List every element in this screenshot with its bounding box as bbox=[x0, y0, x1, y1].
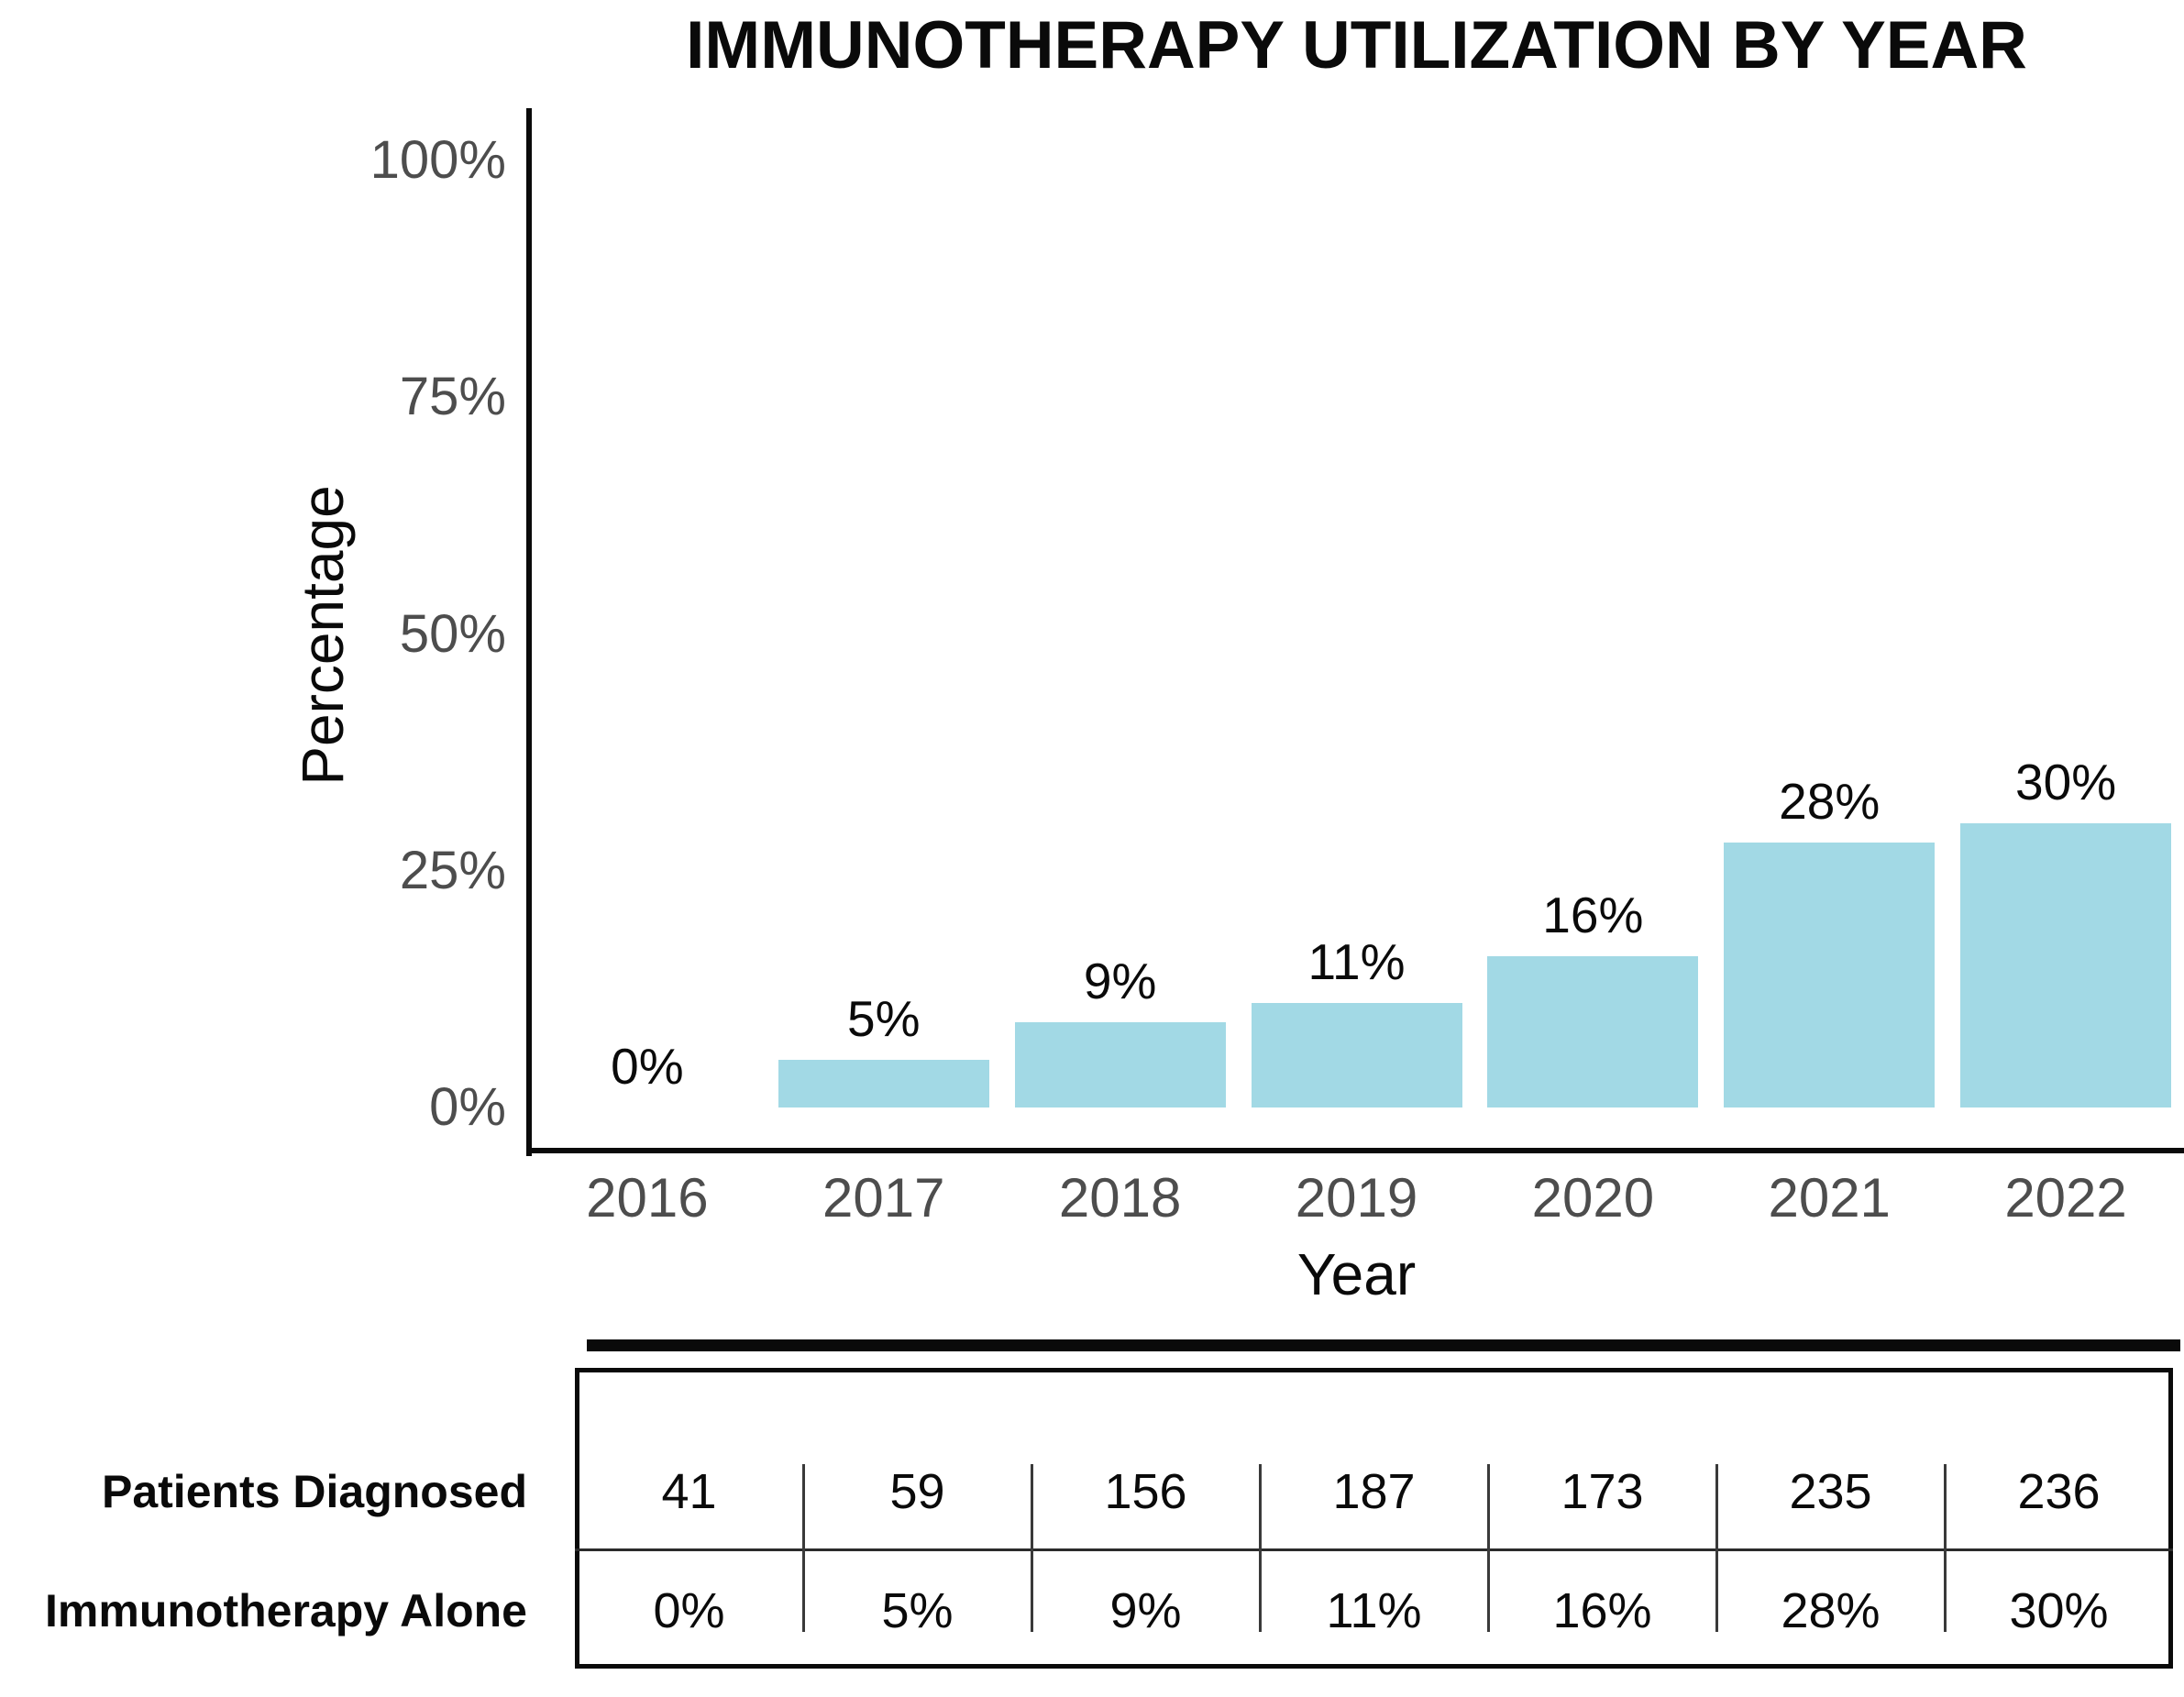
table-cell-r2-c3: 9% bbox=[1109, 1583, 1182, 1638]
table-cell-r1-c6: 235 bbox=[1789, 1464, 1872, 1519]
table-column-divider bbox=[1486, 1464, 1490, 1632]
chart-title: IMMUNOTHERAPY UTILIZATION BY YEAR bbox=[686, 8, 2027, 83]
table-cell-r1-c2: 59 bbox=[889, 1464, 945, 1519]
bar-2020 bbox=[1487, 955, 1699, 1107]
table-cell-r1-c7: 236 bbox=[2017, 1464, 2101, 1519]
table-top-rule bbox=[587, 1339, 2180, 1351]
bar-value-label-2022: 30% bbox=[2015, 754, 2117, 811]
table-cell-r2-c4: 11% bbox=[1326, 1583, 1422, 1638]
bar-value-label-2016: 0% bbox=[611, 1038, 684, 1095]
bar-2022 bbox=[1960, 823, 2172, 1107]
table-column-divider bbox=[1715, 1464, 1718, 1632]
y-tick-label: 50% bbox=[399, 603, 506, 664]
table-cell-r2-c5: 16% bbox=[1552, 1583, 1652, 1638]
table-column-divider bbox=[1030, 1464, 1033, 1632]
table-column-divider bbox=[1943, 1464, 1947, 1632]
x-tick-label-2022: 2022 bbox=[2004, 1167, 2127, 1229]
bar-value-label-2019: 11% bbox=[1307, 933, 1406, 991]
y-tick-label: 25% bbox=[399, 840, 506, 900]
table-cell-r1-c1: 41 bbox=[661, 1464, 717, 1519]
y-axis-line bbox=[526, 108, 532, 1156]
y-tick-label: 75% bbox=[399, 367, 506, 427]
table-column-divider bbox=[801, 1464, 805, 1632]
table-cell-r1-c3: 156 bbox=[1104, 1464, 1187, 1519]
table-cell-r1-c5: 173 bbox=[1561, 1464, 1644, 1519]
x-axis-line bbox=[526, 1148, 2184, 1153]
table-cell-r2-c1: 0% bbox=[653, 1583, 725, 1638]
bar-value-label-2018: 9% bbox=[1083, 953, 1157, 1010]
y-tick-label: 0% bbox=[429, 1077, 506, 1137]
x-tick-label-2016: 2016 bbox=[586, 1167, 709, 1229]
x-tick-label-2020: 2020 bbox=[1531, 1167, 1655, 1229]
x-axis-title: Year bbox=[1296, 1241, 1417, 1307]
x-tick-label-2017: 2017 bbox=[822, 1167, 945, 1229]
x-tick-label-2019: 2019 bbox=[1295, 1167, 1418, 1229]
bar-value-label-2017: 5% bbox=[847, 990, 921, 1048]
table-cell-r1-c4: 187 bbox=[1332, 1464, 1416, 1519]
table-cell-r2-c6: 28% bbox=[1781, 1583, 1881, 1638]
table-border-box bbox=[575, 1368, 2173, 1669]
bar-value-label-2021: 28% bbox=[1779, 772, 1881, 830]
bar-2019 bbox=[1251, 1003, 1462, 1107]
table-cell-r2-c7: 30% bbox=[2009, 1583, 2109, 1638]
bar-2021 bbox=[1724, 842, 1936, 1107]
bar-value-label-2020: 16% bbox=[1542, 886, 1644, 943]
bar-2018 bbox=[1014, 1022, 1226, 1107]
table-row-label-immunotherapy-alone: Immunotherapy Alone bbox=[45, 1585, 527, 1636]
bar-2017 bbox=[778, 1060, 989, 1107]
y-tick-label: 100% bbox=[370, 130, 506, 190]
table-cell-r2-c2: 5% bbox=[881, 1583, 954, 1638]
x-tick-label-2021: 2021 bbox=[1768, 1167, 1891, 1229]
table-row-label-patients-diagnosed: Patients Diagnosed bbox=[102, 1466, 527, 1517]
x-tick-label-2018: 2018 bbox=[1058, 1167, 1182, 1229]
table-row-divider bbox=[575, 1548, 2173, 1551]
table-column-divider bbox=[1258, 1464, 1262, 1632]
